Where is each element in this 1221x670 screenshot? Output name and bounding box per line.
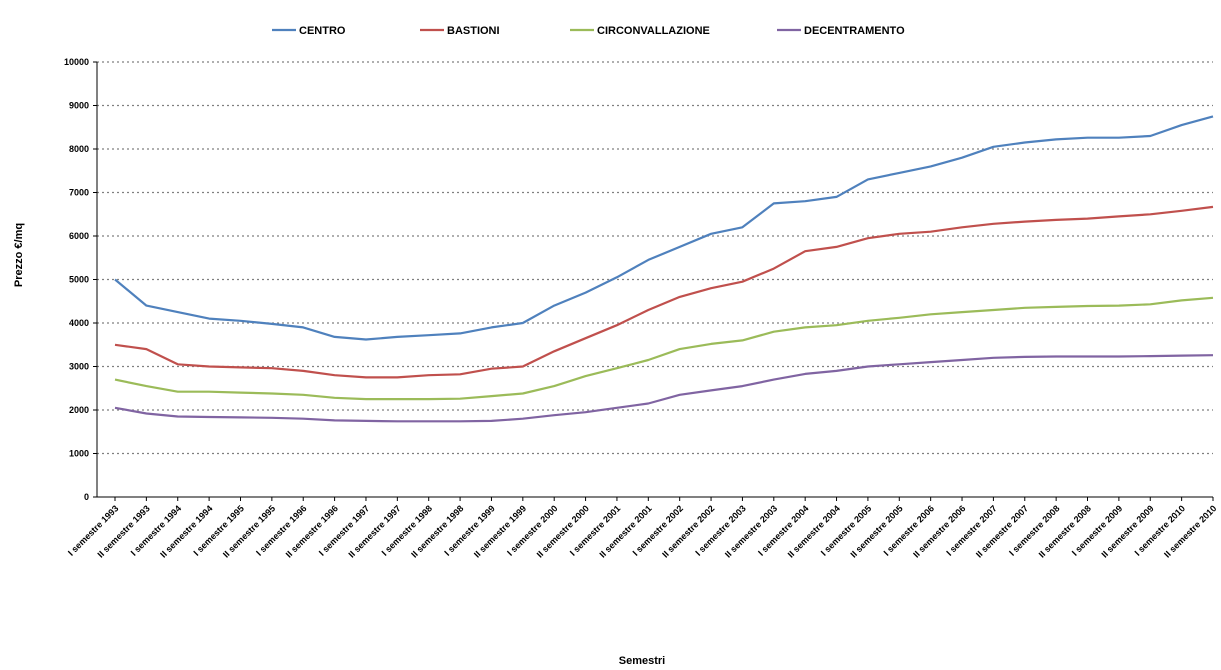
legend-label: CIRCONVALLAZIONE (597, 25, 710, 37)
legend-label: CENTRO (299, 25, 346, 37)
series-line-circonvallazione (114, 296, 1214, 401)
y-tick-label: 0 (84, 492, 89, 502)
axes (96, 62, 1213, 498)
gridlines (97, 61, 1213, 455)
y-tick-label: 6000 (69, 231, 89, 241)
y-tick-label: 10000 (64, 57, 89, 67)
series-line-decentramento (114, 354, 1214, 423)
y-tick-label: 4000 (69, 318, 89, 328)
y-tick-label: 9000 (69, 101, 89, 111)
y-tick-label: 8000 (69, 144, 89, 154)
series-line-bastioni (114, 205, 1214, 379)
series-line-centro (114, 115, 1214, 341)
y-tick-label: 3000 (69, 362, 89, 372)
y-tick-label: 7000 (69, 188, 89, 198)
series-lines (114, 115, 1214, 423)
y-axis-title: Prezzo €/mq (13, 223, 25, 287)
y-tick-label: 1000 (69, 449, 89, 459)
y-axis-ticks: 0 1000 2000 3000 4000 5000 6000 7000 8000 9000 100… (64, 57, 97, 502)
legend: CENTRO BASTIONI CIRCONVALLAZIONE DECENTRAME… (272, 25, 905, 37)
y-tick-label: 2000 (69, 405, 89, 415)
legend-label: BASTIONI (447, 25, 500, 37)
legend-label: DECENTRAMENTO (804, 25, 905, 37)
y-tick-label: 5000 (69, 275, 89, 285)
x-axis-title: Semestri (619, 655, 665, 667)
